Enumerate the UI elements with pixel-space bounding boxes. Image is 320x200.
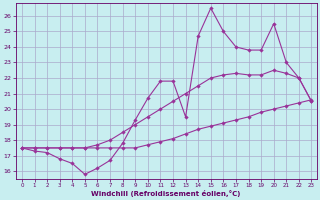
X-axis label: Windchill (Refroidissement éolien,°C): Windchill (Refroidissement éolien,°C) [92,190,241,197]
